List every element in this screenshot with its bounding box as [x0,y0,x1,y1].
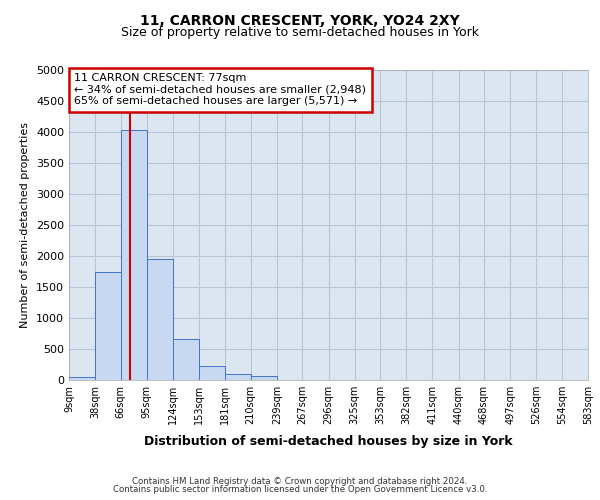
Text: 11, CARRON CRESCENT, YORK, YO24 2XY: 11, CARRON CRESCENT, YORK, YO24 2XY [140,14,460,28]
Bar [121,130,147,380]
Bar [147,259,173,380]
Bar [95,272,121,380]
X-axis label: Distribution of semi-detached houses by size in York: Distribution of semi-detached houses by … [144,436,513,448]
Bar [69,377,95,380]
Text: Contains HM Land Registry data © Crown copyright and database right 2024.: Contains HM Land Registry data © Crown c… [132,477,468,486]
Text: 11 CARRON CRESCENT: 77sqm
← 34% of semi-detached houses are smaller (2,948)
65% : 11 CARRON CRESCENT: 77sqm ← 34% of semi-… [74,73,366,106]
Bar [173,339,199,380]
Y-axis label: Number of semi-detached properties: Number of semi-detached properties [20,122,31,328]
Bar [251,376,277,380]
Bar [199,366,224,380]
Bar [224,374,251,380]
Text: Contains public sector information licensed under the Open Government Licence v3: Contains public sector information licen… [113,484,487,494]
Text: Size of property relative to semi-detached houses in York: Size of property relative to semi-detach… [121,26,479,39]
